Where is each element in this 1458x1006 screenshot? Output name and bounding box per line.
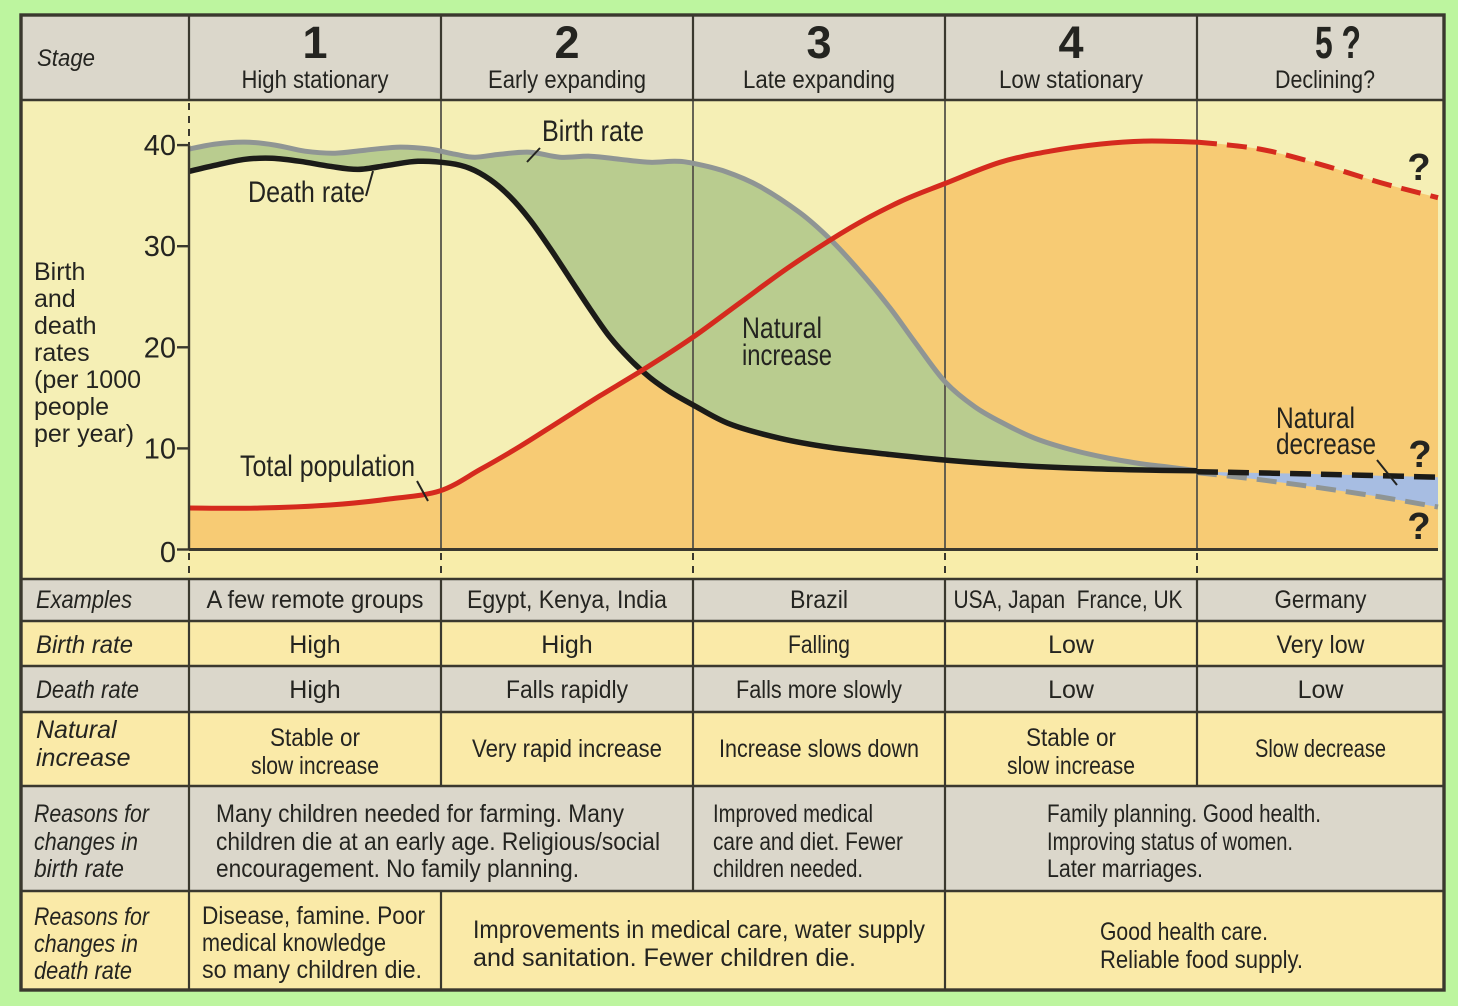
svg-text:care and diet. Fewer: care and diet. Fewer (713, 828, 903, 856)
svg-text:Birth rate: Birth rate (36, 631, 133, 659)
svg-text:30: 30 (144, 231, 176, 263)
svg-text:so many children die.: so many children die. (202, 956, 422, 984)
svg-text:High: High (289, 676, 340, 704)
svg-text:Birth rate: Birth rate (542, 115, 644, 148)
svg-text:1: 1 (302, 17, 327, 68)
svg-text:?: ? (1408, 434, 1431, 476)
svg-text:High stationary: High stationary (242, 66, 389, 94)
svg-text:slow increase: slow increase (251, 752, 379, 780)
svg-text:Reasons for: Reasons for (34, 903, 150, 931)
svg-text:Natural: Natural (36, 716, 118, 744)
svg-text:0: 0 (160, 537, 176, 569)
svg-text:Declining?: Declining? (1275, 66, 1375, 94)
svg-text:and: and (34, 285, 76, 313)
svg-text:slow increase: slow increase (1007, 752, 1135, 780)
svg-text:Disease, famine. Poor: Disease, famine. Poor (202, 902, 425, 930)
svg-text:per year): per year) (34, 420, 134, 448)
svg-text:High: High (541, 631, 592, 659)
svg-text:Later marriages.: Later marriages. (1047, 855, 1203, 883)
svg-text:(per 1000: (per 1000 (34, 366, 141, 394)
svg-text:Early expanding: Early expanding (488, 66, 646, 94)
svg-text:USA, Japan France, UK: USA, Japan France, UK (954, 586, 1183, 614)
svg-text:increase: increase (742, 339, 832, 372)
svg-text:Death rate: Death rate (36, 676, 139, 704)
svg-text:changes in: changes in (34, 930, 138, 958)
svg-text:Germany: Germany (1275, 586, 1367, 614)
svg-text:A few remote groups: A few remote groups (207, 586, 424, 614)
svg-text:Increase slows down: Increase slows down (719, 735, 919, 763)
svg-text:2: 2 (554, 17, 579, 68)
svg-text:Slow decrease: Slow decrease (1255, 735, 1386, 763)
svg-text:medical knowledge: medical knowledge (202, 929, 386, 957)
svg-text:Improving status of women.: Improving status of women. (1047, 828, 1293, 856)
svg-text:increase: increase (36, 744, 131, 772)
svg-text:Low: Low (1048, 676, 1095, 704)
svg-text:Low: Low (1048, 631, 1095, 659)
svg-text:Birth: Birth (34, 258, 85, 286)
svg-text:?: ? (1407, 147, 1430, 189)
svg-text:Brazil: Brazil (790, 586, 848, 614)
svg-text:death rate: death rate (34, 957, 132, 985)
svg-text:Reliable food supply.: Reliable food supply. (1100, 946, 1303, 974)
svg-text:Low stationary: Low stationary (999, 66, 1143, 94)
svg-text:children needed.: children needed. (713, 855, 863, 883)
svg-text:people: people (34, 393, 109, 421)
svg-text:Stable or: Stable or (1026, 724, 1116, 752)
svg-text:Reasons for: Reasons for (34, 800, 150, 828)
svg-text:?: ? (1407, 506, 1430, 548)
svg-text:Improved medical: Improved medical (713, 800, 873, 828)
svg-text:Family planning. Good health.: Family planning. Good health. (1047, 800, 1321, 828)
svg-text:birth rate: birth rate (34, 855, 124, 883)
svg-text:Very rapid increase: Very rapid increase (472, 735, 662, 763)
svg-text:20: 20 (144, 332, 176, 364)
svg-text:Egypt, Kenya, India: Egypt, Kenya, India (467, 586, 667, 614)
svg-text:Stable or: Stable or (270, 724, 360, 752)
svg-text:Low: Low (1298, 676, 1345, 704)
svg-text:rates: rates (34, 339, 90, 367)
svg-text:Falls more slowly: Falls more slowly (736, 676, 902, 704)
svg-text:and sanitation. Fewer children: and sanitation. Fewer children die. (473, 944, 856, 972)
svg-text:Natural: Natural (742, 312, 822, 345)
svg-text:encouragement. No family plann: encouragement. No family planning. (216, 855, 579, 883)
svg-text:High: High (289, 631, 340, 659)
svg-text:Death rate: Death rate (248, 176, 365, 209)
svg-text:10: 10 (144, 433, 176, 465)
svg-text:40: 40 (144, 130, 176, 162)
svg-text:Many children needed for farmi: Many children needed for farming. Many (216, 800, 624, 828)
svg-text:4: 4 (1058, 17, 1083, 68)
svg-text:Improvements in medical care,: Improvements in medical care, water supp… (473, 916, 925, 944)
svg-text:changes in: changes in (34, 828, 138, 856)
svg-text:Falling: Falling (788, 631, 850, 659)
svg-text:3: 3 (806, 17, 831, 68)
svg-text:Good health care.: Good health care. (1100, 918, 1268, 946)
svg-text:Very low: Very low (1277, 631, 1366, 659)
svg-text:Examples: Examples (36, 586, 132, 614)
svg-text:children die at an early age.: children die at an early age. Religious/… (216, 828, 660, 856)
svg-text:Total population: Total population (240, 450, 415, 483)
svg-text:Late expanding: Late expanding (743, 66, 895, 94)
svg-text:Stage: Stage (37, 45, 95, 72)
svg-text:decrease: decrease (1276, 428, 1376, 461)
svg-text:Natural: Natural (1276, 402, 1355, 435)
svg-text:death: death (34, 312, 97, 340)
svg-text:Falls rapidly: Falls rapidly (506, 676, 628, 704)
svg-text:5 ?: 5 ? (1315, 17, 1361, 68)
